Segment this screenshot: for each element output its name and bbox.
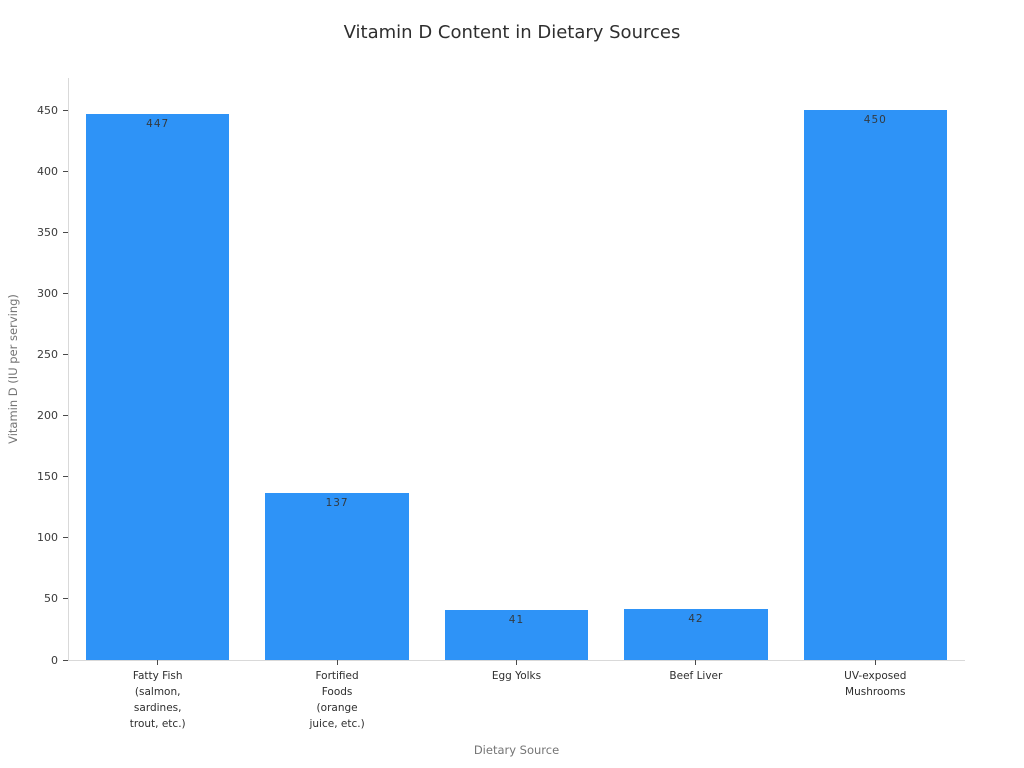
bar-value-label: 137 [325,496,349,509]
y-tick-mark [63,537,68,539]
x-tick-mark [157,660,159,665]
x-tick-label: Fatty Fish (salmon, sardines, trout, etc… [129,670,186,730]
y-tick-label: 350 [37,225,58,239]
y-tick-label: 400 [37,164,58,178]
y-tick-mark [63,170,68,172]
x-tick-mark [336,660,338,665]
y-tick-label: 150 [37,470,58,484]
x-tick-label: Egg Yolks [491,670,542,682]
y-tick-mark [63,292,68,294]
x-axis-title: Dietary Source [473,743,560,757]
bar-value-label: 450 [863,114,887,126]
bar: 41 [444,609,589,660]
x-tick-mark [695,660,697,665]
x-tick-label: Beef Liver [669,670,723,682]
x-tick-mark [516,660,517,665]
y-tick-label: 300 [37,286,58,300]
x-tick-mark [874,660,876,665]
y-tick-mark [63,353,68,355]
bar-value-label: 42 [688,612,704,625]
bar: 137 [265,492,409,660]
bar: 42 [624,608,768,660]
y-tick-label: 450 [37,103,58,117]
y-tick-mark [63,415,68,417]
bar: 450 [803,110,948,660]
chart-title: Vitamin D Content in Dietary Sources [343,22,681,43]
y-tick-mark [63,476,68,478]
y-tick-label: 200 [37,409,58,423]
x-tick-label: Fortified Foods (orange juice, etc.) [309,670,365,730]
y-tick-label: 50 [44,592,58,606]
y-axis-spine [68,78,69,660]
y-tick-label: 100 [37,531,58,545]
y-tick-mark [63,598,68,600]
x-tick-label: UV-exposed Mushrooms [844,670,907,698]
y-tick-mark [63,231,68,233]
bar: 447 [85,113,230,660]
bar-value-label: 447 [146,117,170,130]
y-tick-mark [63,659,68,661]
y-tick-label: 250 [37,347,58,361]
bar-value-label: 41 [508,613,525,626]
y-tick-label: 0 [51,653,58,667]
y-tick-mark [63,109,68,111]
